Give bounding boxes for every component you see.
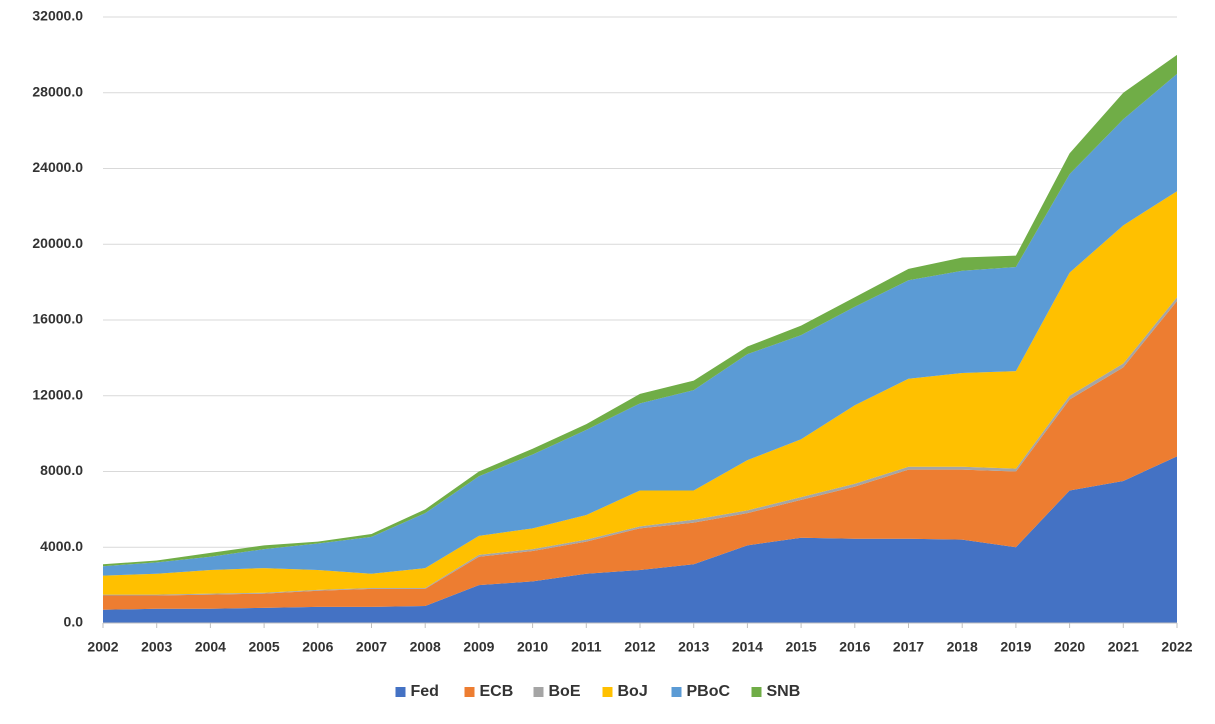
legend: Fed ECB BoE BoJ PBoC SNB (395, 683, 801, 700)
x-tick-label: 2007 (356, 639, 387, 655)
legend-label: SNB (767, 683, 801, 700)
y-tick-label: 0.0 (64, 614, 84, 630)
y-tick-label: 32000.0 (32, 8, 83, 24)
x-tick-label: 2010 (517, 639, 548, 655)
y-tick-label: 24000.0 (32, 159, 83, 175)
x-tick-label: 2002 (87, 639, 118, 655)
legend-swatch (533, 687, 544, 697)
x-tick-label: 2006 (302, 639, 333, 655)
area (103, 73, 1177, 576)
legend-swatch (395, 687, 406, 697)
legend-swatch (751, 687, 762, 697)
x-tick-label: 2013 (678, 639, 709, 655)
y-tick-label: 4000.0 (40, 538, 83, 554)
area (103, 301, 1177, 610)
x-tick-label: 2018 (947, 639, 978, 655)
legend-label: Fed (411, 683, 439, 700)
y-tick-label: 20000.0 (32, 235, 83, 251)
legend-label: PBoC (687, 683, 731, 700)
x-tick-label: 2005 (249, 639, 280, 655)
legend-label: BoJ (618, 683, 648, 700)
x-tick-label: 2019 (1000, 639, 1031, 655)
x-tick-label: 2014 (732, 639, 763, 655)
legend-swatch (602, 687, 613, 697)
area (103, 191, 1177, 595)
x-tick-label: 2016 (839, 639, 870, 655)
x-tick-label: 2009 (463, 639, 494, 655)
x-tick-label: 2008 (410, 639, 441, 655)
x-tick-label: 2021 (1108, 639, 1139, 655)
y-tick-label: 16000.0 (32, 311, 83, 327)
x-tick-label: 2022 (1161, 639, 1192, 655)
legend-label: ECB (480, 683, 514, 700)
x-tick-label: 2011 (571, 639, 602, 655)
x-tick-label: 2012 (624, 639, 655, 655)
legend-label: BoE (549, 683, 581, 700)
y-tick-label: 12000.0 (32, 386, 83, 402)
x-tick-label: 2015 (786, 639, 817, 655)
x-tick-label: 2003 (141, 639, 172, 655)
area (103, 456, 1177, 623)
y-tick-label: 8000.0 (40, 462, 83, 478)
legend-swatch (671, 687, 682, 697)
legend-swatch (464, 687, 475, 697)
x-tick-label: 2020 (1054, 639, 1085, 655)
x-tick-label: 2004 (195, 639, 226, 655)
y-tick-label: 28000.0 (32, 83, 83, 99)
x-tick-label: 2017 (893, 639, 924, 655)
